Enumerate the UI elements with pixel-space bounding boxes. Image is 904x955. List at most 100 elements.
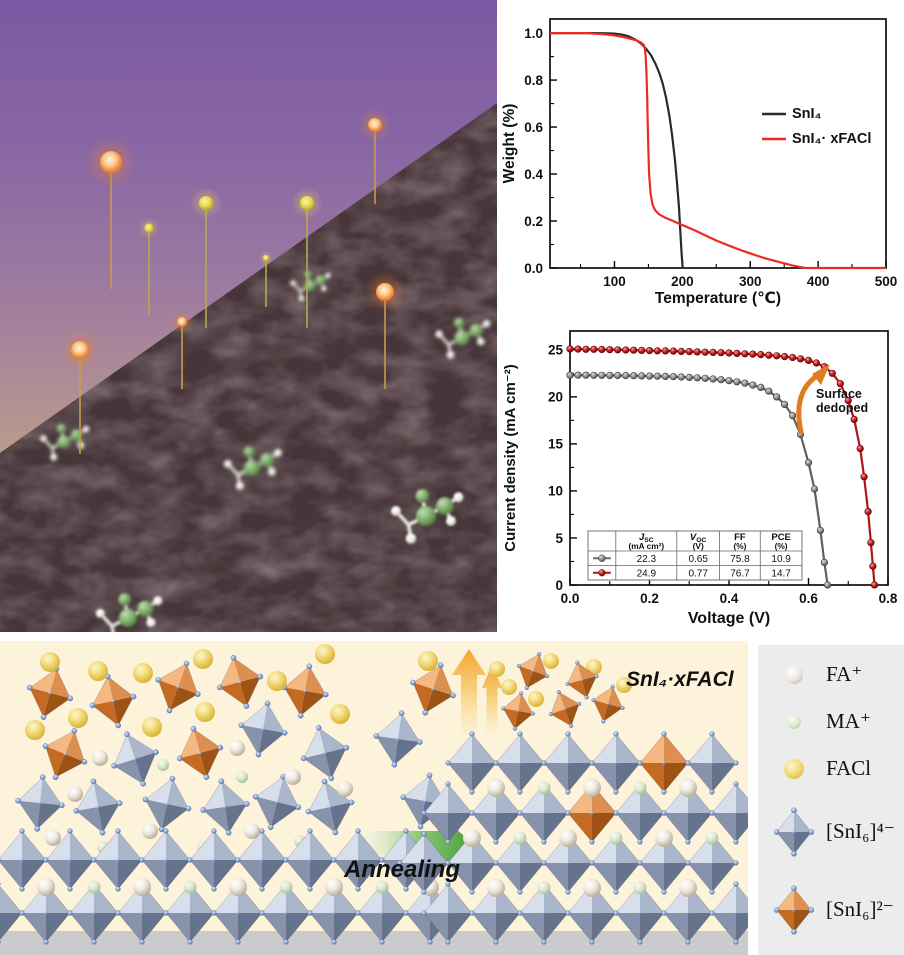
table-cell: 76.7: [730, 568, 750, 579]
octahedron-sni6-4: [73, 778, 123, 836]
x-tick-label: 0.2: [640, 591, 659, 606]
sphere-fa: [229, 740, 245, 756]
sphere-fa: [559, 829, 577, 847]
octahedron-sni6-4: [43, 828, 97, 892]
yellow-orb: [300, 196, 314, 210]
x-tick-label: 500: [875, 274, 898, 289]
legend-item-fa: FA⁺: [758, 662, 904, 687]
legend-label-sni6-4: [SnI₆]⁴⁻: [826, 819, 895, 844]
legend-label-fa: FA⁺: [826, 662, 863, 687]
sphere-ma: [609, 831, 623, 845]
sphere-facl: [193, 649, 213, 669]
y-tick-label: 0.4: [524, 167, 543, 182]
y-tick-label: 10: [548, 484, 563, 499]
y-tick-label: 0.0: [524, 261, 543, 276]
sphere-facl: [25, 720, 45, 740]
series-line-0: [550, 32, 684, 269]
sphere-fa: [337, 781, 353, 797]
octahedron-sni6-2: [591, 684, 625, 724]
sphere-fa: [487, 879, 505, 897]
x-tick-label: 0.0: [561, 591, 580, 606]
y-tick-label: 20: [548, 390, 563, 405]
x-axis-label: Temperature (℃): [655, 290, 781, 307]
ma-sphere-icon: [787, 714, 801, 729]
product-label: SnI₄·xFACl: [626, 668, 734, 691]
sphere-fa: [655, 829, 673, 847]
octahedron-sni6-4: [355, 881, 409, 945]
octahedron-sni6-4: [541, 831, 595, 895]
orange-orb: [177, 317, 187, 327]
table-cell: 24.9: [637, 568, 657, 579]
octahedron-sni6-2: [565, 660, 599, 700]
octahedron-sni6-4: [0, 882, 25, 944]
sphere-fa: [583, 779, 601, 797]
sphere-fa: [325, 878, 343, 896]
sphere-ma: [87, 880, 101, 894]
molecule: [391, 489, 464, 544]
sphere-facl: [330, 704, 350, 724]
sphere-ma: [705, 831, 719, 845]
escaping-species-orbs: [59, 108, 406, 454]
sphere-ma: [633, 881, 647, 895]
octahedron-sni6-4: [709, 881, 748, 945]
x-tick-label: 0.4: [720, 591, 739, 606]
sphere-facl: [133, 663, 153, 683]
annotation-text: Surface: [816, 387, 862, 401]
sphere-ma: [537, 781, 551, 795]
octahedron-sni6-2: [548, 690, 582, 728]
legend-label-facl: FACl: [826, 756, 872, 781]
sphere-fa: [142, 823, 158, 839]
y-axis-label: Current density (mA cm⁻²): [502, 364, 519, 551]
octahedron-sni6-4: [589, 731, 643, 795]
octahedron-sni6-4: [373, 710, 423, 768]
substrate: [0, 931, 748, 955]
octahedron-sni6-4: [709, 781, 748, 845]
species-legend-panel: FA⁺ MA⁺ FACl [SnI₆]⁴⁻ [SnI₆]²⁻: [758, 645, 904, 955]
octahedron-sni6-4: [142, 775, 192, 833]
table-header-unit: (%): [775, 541, 788, 551]
sphere-ma: [375, 880, 389, 894]
y-tick-label: 0.2: [524, 214, 543, 229]
sphere-facl: [315, 644, 335, 664]
sphere-facl: [418, 651, 438, 671]
annealing-schematic-panel: [0, 641, 748, 955]
sni6-4-octahedron-icon: [774, 807, 814, 857]
facl-sphere-icon: [784, 758, 804, 779]
octahedron-sni6-4: [774, 807, 814, 857]
table-header-unit: (mA cm²): [628, 541, 664, 551]
sphere-ma: [236, 771, 248, 783]
octahedron-sni6-4: [685, 831, 739, 895]
sphere-facl: [501, 679, 517, 695]
octahedron-sni6-4: [397, 831, 451, 895]
molecule: [95, 593, 163, 632]
x-tick-label: 100: [603, 274, 626, 289]
table-header: PCE: [771, 532, 791, 543]
sphere-fa: [67, 786, 83, 802]
octahedron-sni6-4: [613, 881, 667, 945]
yellow-orb: [199, 196, 213, 210]
sphere-ma: [279, 880, 293, 894]
x-axis-label: Voltage (V): [688, 610, 770, 627]
octahedron-sni6-4: [235, 828, 289, 892]
molecule: [290, 270, 331, 302]
table-header: VOC: [690, 532, 707, 544]
octahedron-sni6-2: [501, 691, 535, 731]
sni6-2-octahedron-icon: [774, 885, 814, 935]
sphere-fa: [463, 829, 481, 847]
sphere-facl: [267, 671, 287, 691]
sphere-fa: [92, 750, 108, 766]
escape-arrow-large: [452, 649, 486, 736]
sphere-facl: [528, 691, 544, 707]
table-header: JSC: [639, 532, 654, 544]
y-tick-label: 1.0: [524, 26, 543, 41]
sphere-fa: [133, 878, 151, 896]
octahedron-sni6-4: [445, 731, 499, 795]
sphere-ma: [537, 881, 551, 895]
octahedron-sni6-4: [517, 881, 571, 945]
orange-orb: [368, 118, 382, 132]
table-header-unit: (%): [733, 541, 746, 551]
table-header-unit: (V): [693, 541, 704, 551]
x-tick-label: 0.8: [879, 591, 898, 606]
octahedron-sni6-2: [26, 666, 74, 720]
table-cell: 14.7: [771, 568, 791, 579]
